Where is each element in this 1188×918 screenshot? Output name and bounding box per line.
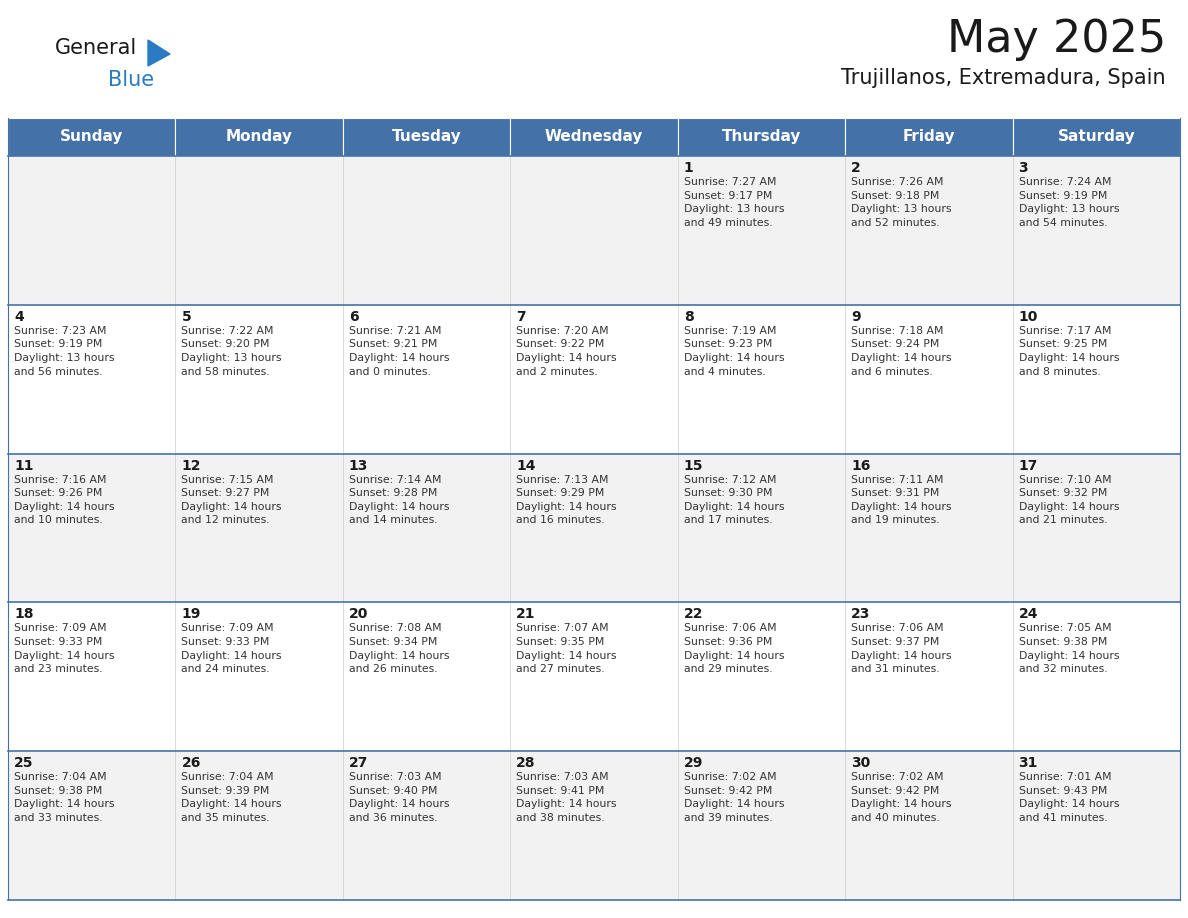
Bar <box>8 751 1180 900</box>
Text: 26: 26 <box>182 756 201 770</box>
Text: 16: 16 <box>851 459 871 473</box>
Polygon shape <box>148 40 170 66</box>
Text: Sunrise: 7:16 AM
Sunset: 9:26 PM
Daylight: 14 hours
and 10 minutes.: Sunrise: 7:16 AM Sunset: 9:26 PM Dayligh… <box>14 475 114 525</box>
Text: Saturday: Saturday <box>1057 129 1136 144</box>
Text: Sunrise: 7:04 AM
Sunset: 9:39 PM
Daylight: 14 hours
and 35 minutes.: Sunrise: 7:04 AM Sunset: 9:39 PM Dayligh… <box>182 772 282 823</box>
Text: Sunrise: 7:11 AM
Sunset: 9:31 PM
Daylight: 14 hours
and 19 minutes.: Sunrise: 7:11 AM Sunset: 9:31 PM Dayligh… <box>851 475 952 525</box>
Text: Blue: Blue <box>108 70 154 90</box>
Text: 6: 6 <box>349 309 359 324</box>
Text: 24: 24 <box>1018 608 1038 621</box>
Text: 10: 10 <box>1018 309 1038 324</box>
Bar <box>1012 118 1180 156</box>
Text: 8: 8 <box>684 309 694 324</box>
Bar <box>8 602 1180 751</box>
Text: Sunrise: 7:23 AM
Sunset: 9:19 PM
Daylight: 13 hours
and 56 minutes.: Sunrise: 7:23 AM Sunset: 9:19 PM Dayligh… <box>14 326 114 376</box>
Text: 5: 5 <box>182 309 191 324</box>
Text: 4: 4 <box>14 309 24 324</box>
Text: Sunrise: 7:22 AM
Sunset: 9:20 PM
Daylight: 13 hours
and 58 minutes.: Sunrise: 7:22 AM Sunset: 9:20 PM Dayligh… <box>182 326 282 376</box>
Text: 28: 28 <box>517 756 536 770</box>
Text: 18: 18 <box>14 608 33 621</box>
Text: Sunrise: 7:04 AM
Sunset: 9:38 PM
Daylight: 14 hours
and 33 minutes.: Sunrise: 7:04 AM Sunset: 9:38 PM Dayligh… <box>14 772 114 823</box>
Text: Sunrise: 7:12 AM
Sunset: 9:30 PM
Daylight: 14 hours
and 17 minutes.: Sunrise: 7:12 AM Sunset: 9:30 PM Dayligh… <box>684 475 784 525</box>
Bar <box>8 118 176 156</box>
Text: Sunrise: 7:24 AM
Sunset: 9:19 PM
Daylight: 13 hours
and 54 minutes.: Sunrise: 7:24 AM Sunset: 9:19 PM Dayligh… <box>1018 177 1119 228</box>
Text: Monday: Monday <box>226 129 292 144</box>
Text: Wednesday: Wednesday <box>545 129 643 144</box>
Text: 15: 15 <box>684 459 703 473</box>
Bar <box>8 305 1180 453</box>
Text: Sunrise: 7:10 AM
Sunset: 9:32 PM
Daylight: 14 hours
and 21 minutes.: Sunrise: 7:10 AM Sunset: 9:32 PM Dayligh… <box>1018 475 1119 525</box>
Text: Sunrise: 7:03 AM
Sunset: 9:40 PM
Daylight: 14 hours
and 36 minutes.: Sunrise: 7:03 AM Sunset: 9:40 PM Dayligh… <box>349 772 449 823</box>
Text: Sunrise: 7:27 AM
Sunset: 9:17 PM
Daylight: 13 hours
and 49 minutes.: Sunrise: 7:27 AM Sunset: 9:17 PM Dayligh… <box>684 177 784 228</box>
Text: Sunrise: 7:13 AM
Sunset: 9:29 PM
Daylight: 14 hours
and 16 minutes.: Sunrise: 7:13 AM Sunset: 9:29 PM Dayligh… <box>517 475 617 525</box>
Text: 29: 29 <box>684 756 703 770</box>
Text: Sunrise: 7:02 AM
Sunset: 9:42 PM
Daylight: 14 hours
and 39 minutes.: Sunrise: 7:02 AM Sunset: 9:42 PM Dayligh… <box>684 772 784 823</box>
Text: 17: 17 <box>1018 459 1038 473</box>
Bar <box>343 118 511 156</box>
Text: 31: 31 <box>1018 756 1038 770</box>
Text: Friday: Friday <box>903 129 955 144</box>
Text: 25: 25 <box>14 756 33 770</box>
Bar <box>176 118 343 156</box>
Text: Trujillanos, Extremadura, Spain: Trujillanos, Extremadura, Spain <box>841 68 1165 88</box>
Text: 21: 21 <box>517 608 536 621</box>
Text: Sunrise: 7:07 AM
Sunset: 9:35 PM
Daylight: 14 hours
and 27 minutes.: Sunrise: 7:07 AM Sunset: 9:35 PM Dayligh… <box>517 623 617 674</box>
Text: Sunrise: 7:26 AM
Sunset: 9:18 PM
Daylight: 13 hours
and 52 minutes.: Sunrise: 7:26 AM Sunset: 9:18 PM Dayligh… <box>851 177 952 228</box>
Text: Sunrise: 7:03 AM
Sunset: 9:41 PM
Daylight: 14 hours
and 38 minutes.: Sunrise: 7:03 AM Sunset: 9:41 PM Dayligh… <box>517 772 617 823</box>
Text: 2: 2 <box>851 161 861 175</box>
Text: Sunrise: 7:14 AM
Sunset: 9:28 PM
Daylight: 14 hours
and 14 minutes.: Sunrise: 7:14 AM Sunset: 9:28 PM Dayligh… <box>349 475 449 525</box>
Text: Sunrise: 7:01 AM
Sunset: 9:43 PM
Daylight: 14 hours
and 41 minutes.: Sunrise: 7:01 AM Sunset: 9:43 PM Dayligh… <box>1018 772 1119 823</box>
Bar <box>845 118 1012 156</box>
Text: 19: 19 <box>182 608 201 621</box>
Text: 3: 3 <box>1018 161 1028 175</box>
Text: 13: 13 <box>349 459 368 473</box>
Text: Sunrise: 7:21 AM
Sunset: 9:21 PM
Daylight: 14 hours
and 0 minutes.: Sunrise: 7:21 AM Sunset: 9:21 PM Dayligh… <box>349 326 449 376</box>
Text: Sunrise: 7:05 AM
Sunset: 9:38 PM
Daylight: 14 hours
and 32 minutes.: Sunrise: 7:05 AM Sunset: 9:38 PM Dayligh… <box>1018 623 1119 674</box>
Text: Sunrise: 7:18 AM
Sunset: 9:24 PM
Daylight: 14 hours
and 6 minutes.: Sunrise: 7:18 AM Sunset: 9:24 PM Dayligh… <box>851 326 952 376</box>
Text: Sunrise: 7:09 AM
Sunset: 9:33 PM
Daylight: 14 hours
and 23 minutes.: Sunrise: 7:09 AM Sunset: 9:33 PM Dayligh… <box>14 623 114 674</box>
Text: Sunrise: 7:15 AM
Sunset: 9:27 PM
Daylight: 14 hours
and 12 minutes.: Sunrise: 7:15 AM Sunset: 9:27 PM Dayligh… <box>182 475 282 525</box>
Text: Thursday: Thursday <box>722 129 801 144</box>
Text: Sunrise: 7:06 AM
Sunset: 9:37 PM
Daylight: 14 hours
and 31 minutes.: Sunrise: 7:06 AM Sunset: 9:37 PM Dayligh… <box>851 623 952 674</box>
Text: Sunrise: 7:02 AM
Sunset: 9:42 PM
Daylight: 14 hours
and 40 minutes.: Sunrise: 7:02 AM Sunset: 9:42 PM Dayligh… <box>851 772 952 823</box>
Text: 7: 7 <box>517 309 526 324</box>
Text: 14: 14 <box>517 459 536 473</box>
Text: 22: 22 <box>684 608 703 621</box>
Text: 1: 1 <box>684 161 694 175</box>
Text: May 2025: May 2025 <box>947 18 1165 61</box>
Text: 20: 20 <box>349 608 368 621</box>
Bar <box>677 118 845 156</box>
Text: 11: 11 <box>14 459 33 473</box>
Bar <box>511 118 677 156</box>
Text: 23: 23 <box>851 608 871 621</box>
Text: Sunrise: 7:17 AM
Sunset: 9:25 PM
Daylight: 14 hours
and 8 minutes.: Sunrise: 7:17 AM Sunset: 9:25 PM Dayligh… <box>1018 326 1119 376</box>
Text: 12: 12 <box>182 459 201 473</box>
Text: 27: 27 <box>349 756 368 770</box>
Text: Sunrise: 7:06 AM
Sunset: 9:36 PM
Daylight: 14 hours
and 29 minutes.: Sunrise: 7:06 AM Sunset: 9:36 PM Dayligh… <box>684 623 784 674</box>
Text: 30: 30 <box>851 756 871 770</box>
Text: Sunday: Sunday <box>61 129 124 144</box>
Text: Sunrise: 7:09 AM
Sunset: 9:33 PM
Daylight: 14 hours
and 24 minutes.: Sunrise: 7:09 AM Sunset: 9:33 PM Dayligh… <box>182 623 282 674</box>
Text: Sunrise: 7:08 AM
Sunset: 9:34 PM
Daylight: 14 hours
and 26 minutes.: Sunrise: 7:08 AM Sunset: 9:34 PM Dayligh… <box>349 623 449 674</box>
Bar <box>8 453 1180 602</box>
Text: Sunrise: 7:20 AM
Sunset: 9:22 PM
Daylight: 14 hours
and 2 minutes.: Sunrise: 7:20 AM Sunset: 9:22 PM Dayligh… <box>517 326 617 376</box>
Text: 9: 9 <box>851 309 861 324</box>
Text: Tuesday: Tuesday <box>392 129 461 144</box>
Text: General: General <box>55 38 138 58</box>
Text: Sunrise: 7:19 AM
Sunset: 9:23 PM
Daylight: 14 hours
and 4 minutes.: Sunrise: 7:19 AM Sunset: 9:23 PM Dayligh… <box>684 326 784 376</box>
Bar <box>8 156 1180 305</box>
